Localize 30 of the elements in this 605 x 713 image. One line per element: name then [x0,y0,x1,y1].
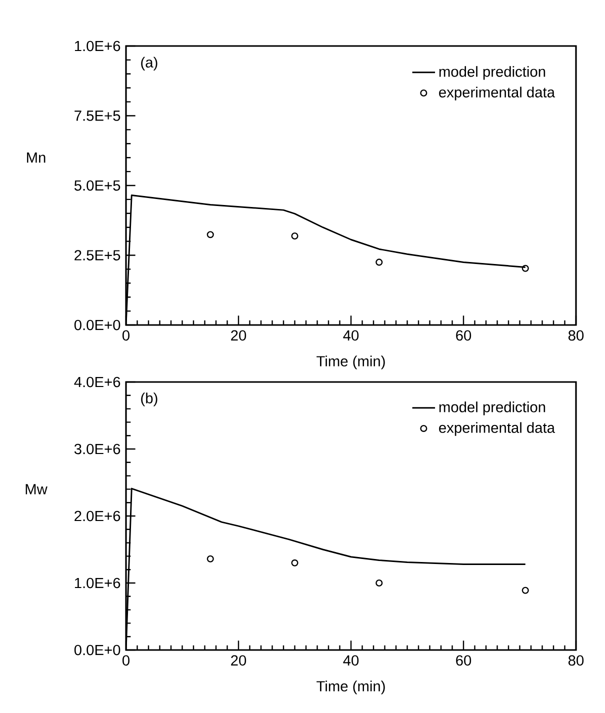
legend-label: experimental data [439,86,555,100]
y-tick-label: 1.0E+6 [74,578,120,588]
x-axis-title: Time (min) [316,680,385,694]
y-tick-label: 7.5E+5 [74,110,120,121]
x-tick-label: 0 [122,655,130,666]
y-tick-label: 3.0E+6 [74,444,120,454]
x-tick-label: 80 [568,655,584,666]
y-tick-label: 1.0E+6 [74,40,120,52]
annotation: (b) [141,392,158,406]
y-tick-label: 0.0E+0 [74,644,120,656]
x-tick-label: 20 [231,655,246,666]
legend-label: model prediction [439,402,546,416]
x-tick-label: 40 [343,655,359,666]
x-tick-label: 60 [456,330,472,341]
x-axis-title: Time (min) [316,356,385,370]
y-tick-label: 0.0E+0 [74,320,120,330]
y-tick-label: 2.0E+6 [74,510,120,522]
y-axis-title: Mn [27,152,46,163]
y-axis-title: Mw [26,484,48,494]
y-tick-label: 4.0E+6 [74,376,120,388]
x-tick-label: 40 [343,330,359,341]
y-tick-label: 5.0E+5 [74,180,120,191]
annotation: (a) [141,56,158,70]
x-tick-label: 80 [568,330,584,341]
x-tick-label: 60 [456,655,472,666]
legend-label: experimental data [439,422,555,436]
legend-label: model prediction [439,66,546,80]
x-tick-label: 0 [122,330,130,341]
x-tick-label: 20 [231,330,246,341]
y-tick-label: 2.5E+5 [74,250,120,260]
